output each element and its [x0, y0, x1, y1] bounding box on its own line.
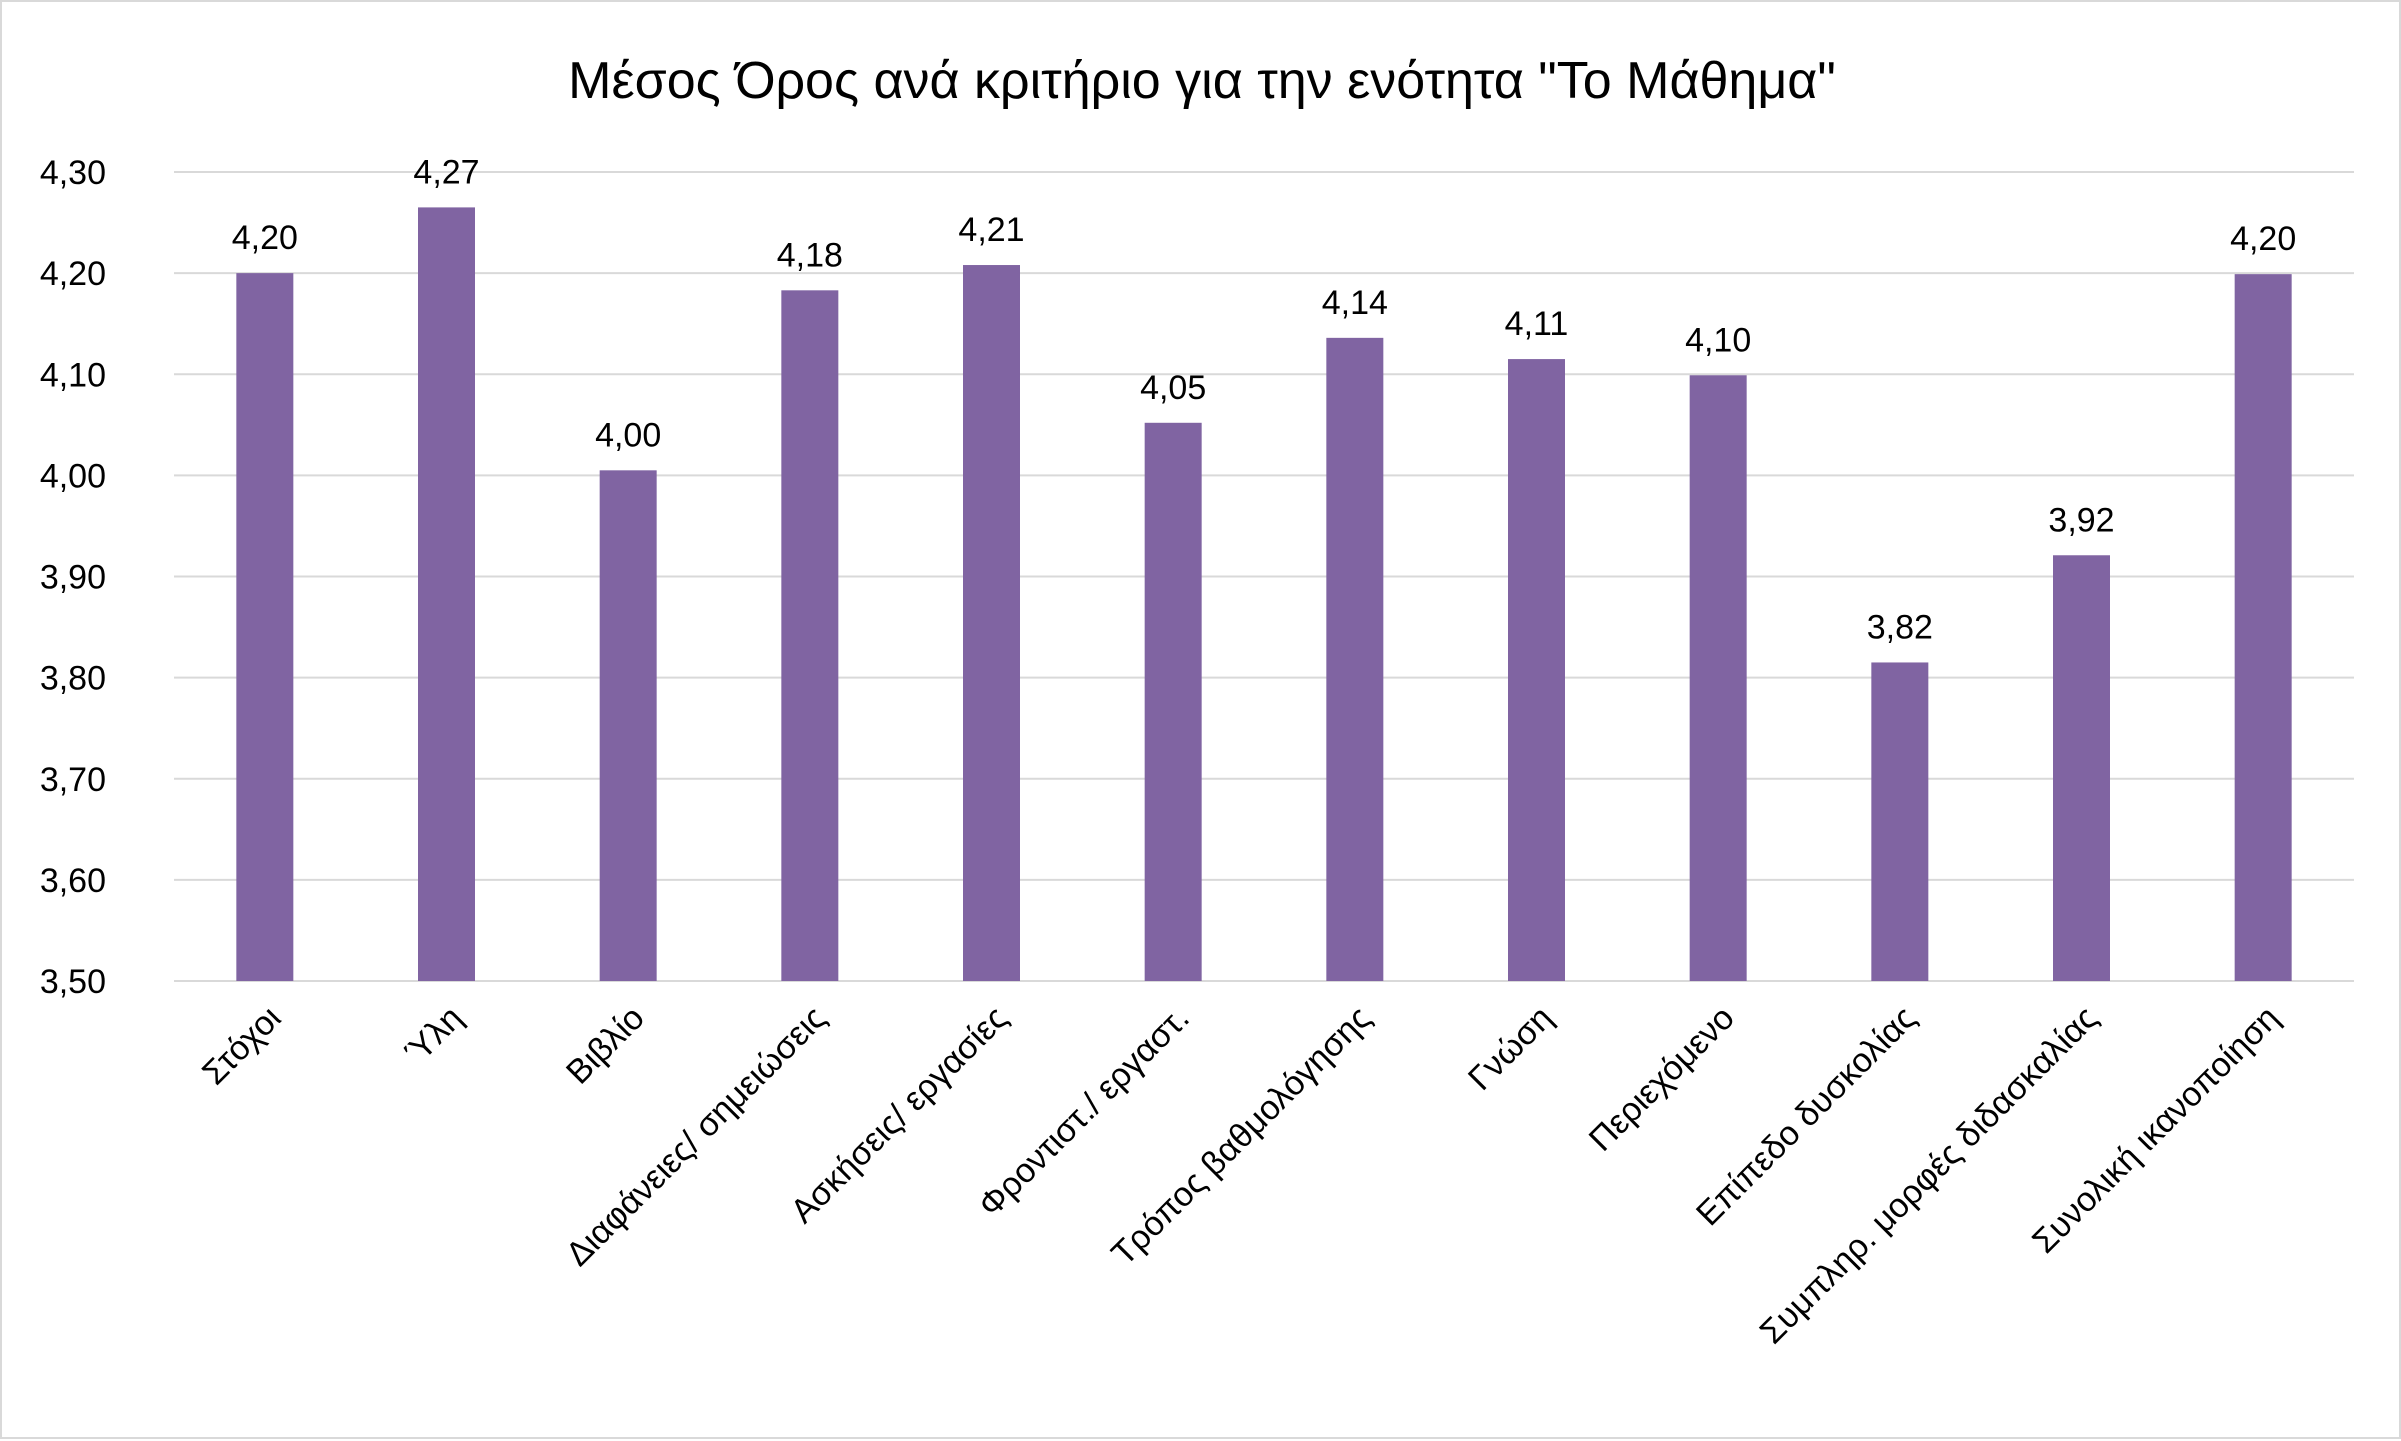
data-label: 4,00 [595, 416, 661, 454]
data-label: 3,82 [1867, 608, 1933, 646]
x-category-label: Ύλη [397, 999, 470, 1072]
data-label: 4,27 [413, 153, 479, 191]
bar [2053, 555, 2110, 981]
bars [236, 207, 2292, 982]
y-tick-label: 3,90 [40, 559, 106, 597]
data-label: 4,20 [2230, 220, 2296, 258]
x-category-label: Συμπληρ. μορφές διδασκαλίας [1753, 999, 2106, 1352]
data-label: 4,14 [1322, 284, 1388, 322]
y-tick-label: 3,80 [40, 660, 106, 698]
y-tick-label: 4,20 [40, 255, 106, 293]
bar [1508, 359, 1565, 981]
bar [599, 470, 657, 981]
y-axis-tick-labels: 3,50 3,60 3,70 3,80 3,90 4,00 4,10 4,20 4,30 [40, 154, 106, 1001]
x-category-label: Στόχοι [195, 999, 288, 1092]
data-label: 4,20 [232, 219, 298, 257]
data-labels: 4,20 4,27 4,00 4,18 4,21 4,05 4,14 4,11 4,10 3,82… [232, 153, 2297, 646]
data-label: 4,21 [958, 211, 1024, 249]
bar [963, 265, 1020, 981]
bar [1326, 337, 1384, 982]
y-tick-label: 3,50 [40, 963, 106, 1001]
y-tick-label: 3,70 [40, 761, 106, 799]
data-label: 4,05 [1140, 369, 1206, 407]
data-label: 4,10 [1685, 321, 1751, 359]
y-tick-label: 4,00 [40, 457, 106, 495]
bar [781, 290, 839, 981]
x-category-label: Γνώση [1461, 999, 1560, 1098]
y-tick-label: 4,10 [40, 356, 106, 394]
bar [236, 273, 294, 981]
data-label: 4,11 [1505, 305, 1569, 343]
chart-title: Μέσος Όρος ανά κριτήριο για την ενότητα … [568, 52, 1836, 110]
data-label: 3,92 [2048, 501, 2114, 539]
y-tick-label: 4,30 [40, 154, 106, 192]
bar [418, 207, 475, 982]
data-label: 4,18 [777, 236, 843, 274]
bar [1871, 662, 1929, 981]
x-category-label: Περιεχόμενο [1582, 999, 1742, 1159]
x-category-label: Βιβλίο [559, 999, 652, 1092]
bar [2234, 274, 2292, 982]
bar [1144, 422, 1202, 981]
gridlines [174, 171, 2354, 982]
bar [1689, 375, 1747, 982]
y-tick-label: 3,60 [40, 862, 106, 900]
